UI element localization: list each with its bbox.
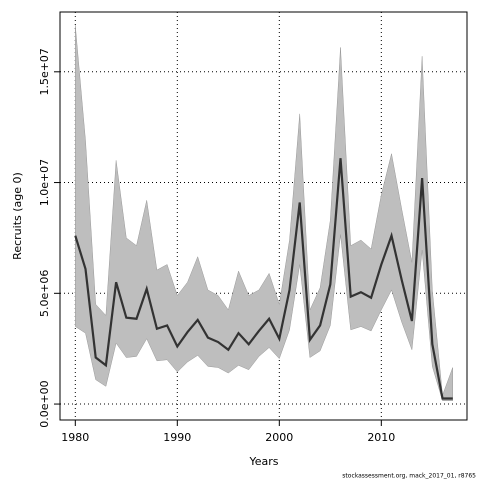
y-tick-label: 1.5e+07 [38, 48, 51, 95]
x-tick-label: 2010 [367, 431, 395, 444]
y-tick-label: 1.0e+07 [38, 159, 51, 206]
y-tick-label: 5.0e+06 [38, 270, 51, 317]
x-tick-label: 1980 [61, 431, 89, 444]
confidence-band [75, 25, 453, 401]
y-tick-label: 0.0e+00 [38, 380, 51, 427]
x-tick-label: 1990 [163, 431, 191, 444]
y-axis-label: Recruits (age 0) [11, 172, 24, 260]
x-tick-label: 2000 [265, 431, 293, 444]
line [74, 158, 453, 400]
x-axis-label: Years [248, 455, 278, 468]
plot-frame [59, 11, 468, 421]
footnote: stockassessment.org, mack_2017_01, r8765 [342, 473, 476, 480]
